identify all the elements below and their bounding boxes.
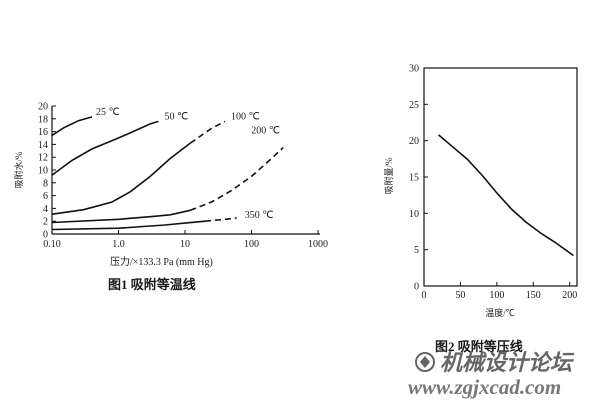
chart1-y-tick-label: 18 (38, 114, 48, 125)
chart1-series-label: 200 ℃ (251, 126, 280, 137)
chart1-series-line (51, 120, 159, 176)
chart2-y-tick-label: 30 (409, 64, 419, 75)
chart1-y-tick-label: 4 (43, 204, 48, 215)
chart2-y-tick-label: 25 (409, 100, 419, 111)
chart2-x-tick-label: 50 (455, 290, 465, 301)
chart2-x-tick-label: 100 (489, 290, 504, 301)
chart1-y-tick-label: 2 (43, 217, 48, 228)
chart1-series-line (51, 142, 191, 215)
chart1-series-line-dashed (204, 217, 237, 222)
watermark-url: www.zgjxcad.com (408, 375, 561, 399)
chart2-x-tick-label: 150 (526, 290, 541, 301)
chart1-y-tick-label: 6 (43, 191, 48, 202)
chart1-x-tick-label: 100 (244, 239, 259, 250)
watermark-site-name: 机械设计论坛 (440, 350, 575, 376)
forum-logo-icon (415, 352, 435, 372)
chart-2: 0 5 10 15 20 25 30 0 50 100 150 200 吸附量/% 温度/℃ 图2 … (383, 64, 578, 354)
chart2-y-tick-label: 10 (409, 209, 419, 220)
chart2-caption: 图2 吸附等压线 (435, 339, 523, 354)
chart2-x-tick-label: 0 (422, 290, 427, 301)
chart1-x-tick-label: 1.0 (112, 239, 125, 250)
watermark: 机械设计论坛 www.zgjxcad.com (408, 350, 575, 399)
chart1-series-label: 50 ℃ (165, 111, 189, 122)
chart2-y-tick-label: 0 (414, 282, 419, 293)
chart1-y-tick-label: 8 (43, 178, 48, 189)
chart1-series-line-dashed (190, 147, 284, 212)
chart1-series-line (51, 220, 206, 231)
chart2-y-axis-label: 吸附量/% (383, 157, 394, 195)
chart1-caption: 图1 吸附等温线 (108, 277, 196, 292)
chart2-series-line (438, 134, 574, 257)
chart2-y-tick-label: 5 (414, 245, 419, 256)
chart1-series-line (51, 116, 93, 137)
chart2-y-tick-label: 15 (409, 173, 419, 184)
chart1-y-axis-label: 吸附水/% (13, 151, 24, 189)
chart1-y-tick-label: 10 (38, 166, 48, 177)
chart1-y-tick-label: 12 (38, 153, 48, 164)
chart2-x-tick-label: 200 (562, 290, 577, 301)
chart2-y-tick-label: 20 (409, 136, 419, 147)
chart1-series-line (51, 209, 191, 224)
chart1-x-tick-label: 10 (180, 239, 190, 250)
chart1-series-label: 100 ℃ (231, 111, 260, 122)
chart1-series-label: 25 ℃ (96, 107, 120, 118)
chart2-x-axis-label: 温度/℃ (485, 307, 515, 318)
chart1-y-tick-label: 0 (43, 230, 48, 241)
chart1-x-tick-label: 1000 (308, 239, 328, 250)
chart1-y-tick-label: 14 (38, 140, 48, 151)
chart1-x-tick-label: 0.10 (43, 239, 61, 250)
chart1-series-line-dashed (189, 120, 226, 144)
chart2-plot-frame (423, 67, 578, 287)
chart1-y-tick-label: 16 (38, 127, 48, 138)
chart1-series-label: 350 ℃ (245, 210, 274, 221)
chart1-x-axis-label: 压力/×133.3 Pa (mm Hg) (110, 255, 213, 268)
chart1-y-tick-label: 20 (38, 102, 48, 113)
